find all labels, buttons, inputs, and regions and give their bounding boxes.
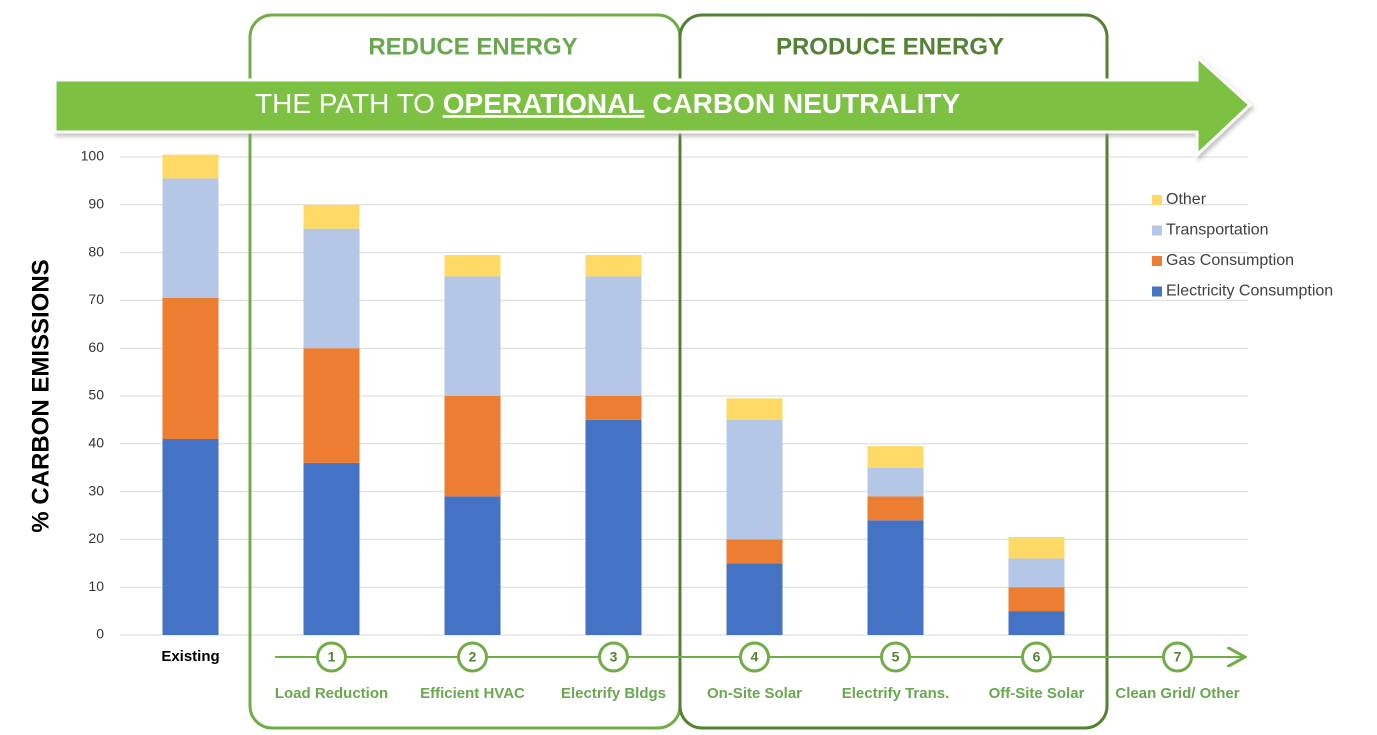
step-circle bbox=[739, 641, 770, 673]
step-number: 2 bbox=[469, 649, 477, 665]
produce-header: PRODUCE ENERGY bbox=[776, 33, 1004, 60]
y-tick-label: 70 bbox=[88, 291, 104, 307]
x-tick-label: Off-Site Solar bbox=[989, 685, 1085, 702]
y-tick-label: 50 bbox=[88, 387, 104, 403]
bar-segment bbox=[585, 396, 642, 420]
legend-swatch bbox=[1152, 286, 1162, 297]
banner-suffix: CARBON NEUTRALITY bbox=[652, 88, 960, 119]
y-tick-label: 20 bbox=[88, 530, 104, 546]
banner-arrow bbox=[53, 53, 1253, 159]
y-tick-label: 60 bbox=[88, 339, 104, 355]
legend-label: Gas Consumption bbox=[1166, 252, 1294, 269]
bar-segment bbox=[726, 419, 783, 540]
step-number: 7 bbox=[1174, 649, 1182, 665]
legend-label: Transportation bbox=[1166, 222, 1269, 239]
x-tick-label: Electrify Trans. bbox=[842, 685, 950, 702]
bar-segment bbox=[585, 276, 642, 396]
bar-segment bbox=[726, 539, 783, 564]
bar-segment bbox=[1008, 587, 1065, 612]
bar-segment bbox=[162, 154, 219, 179]
bar-segment bbox=[1008, 537, 1065, 559]
bar-segment bbox=[867, 520, 924, 635]
bar-segment bbox=[444, 254, 501, 277]
bar-segment bbox=[867, 467, 924, 497]
step-circle bbox=[1162, 641, 1193, 673]
y-tick-label: 40 bbox=[88, 435, 104, 451]
bar-segment bbox=[867, 496, 924, 521]
banner-text: THE PATH TO OPERATIONAL CARBON NEUTRALIT… bbox=[255, 88, 961, 119]
bar-segment bbox=[444, 396, 501, 497]
step-circle bbox=[880, 641, 911, 673]
bar-segment bbox=[585, 254, 642, 277]
bar-segment bbox=[303, 204, 360, 229]
y-tick-label: 80 bbox=[88, 243, 104, 259]
y-tick-label: 100 bbox=[81, 148, 105, 164]
x-tick-label: Efficient HVAC bbox=[420, 685, 525, 702]
x-tick-label: Load Reduction bbox=[275, 685, 388, 702]
x-tick-label: On-Site Solar bbox=[707, 685, 802, 702]
y-tick-label: 0 bbox=[96, 626, 104, 642]
bar-segment bbox=[444, 276, 501, 396]
banner-emphasis: OPERATIONAL bbox=[443, 88, 645, 119]
bar-segment bbox=[303, 348, 360, 463]
bar-segment bbox=[726, 398, 783, 420]
y-tick-label: 90 bbox=[88, 196, 104, 212]
x-tick-label: Clean Grid/ Other bbox=[1115, 685, 1239, 702]
bar-segment bbox=[867, 446, 924, 468]
x-tick-label: Existing bbox=[161, 648, 219, 665]
step-circle bbox=[598, 641, 629, 673]
step-circle bbox=[457, 641, 488, 673]
bar-segment bbox=[726, 563, 783, 635]
step-number: 5 bbox=[892, 649, 900, 665]
step-number: 1 bbox=[328, 649, 336, 665]
step-number: 6 bbox=[1033, 649, 1041, 665]
bar-segment bbox=[585, 419, 642, 635]
bar-segment bbox=[1008, 611, 1065, 635]
y-axis-label: % CARBON EMISSIONS bbox=[27, 259, 54, 532]
legend-label: Electricity Consumption bbox=[1166, 283, 1333, 300]
legend-label: Other bbox=[1166, 191, 1207, 208]
y-tick-label: 10 bbox=[88, 578, 104, 594]
bar-segment bbox=[444, 496, 501, 635]
bar-segment bbox=[162, 439, 219, 635]
x-tick-label: Electrify Bldgs bbox=[561, 685, 666, 702]
step-number: 4 bbox=[751, 649, 759, 665]
banner-prefix: THE PATH TO bbox=[255, 88, 435, 119]
bar-segment bbox=[162, 298, 219, 440]
reduce-header: REDUCE ENERGY bbox=[368, 33, 577, 60]
legend-swatch bbox=[1152, 256, 1162, 266]
bar-segment bbox=[303, 462, 360, 635]
legend-swatch bbox=[1152, 195, 1162, 205]
step-circle bbox=[316, 641, 347, 673]
produce-box bbox=[678, 13, 1109, 730]
bar-segment bbox=[303, 228, 360, 349]
y-tick-label: 30 bbox=[88, 482, 104, 498]
legend-swatch bbox=[1152, 225, 1162, 236]
bar-segment bbox=[1008, 558, 1065, 588]
bar-segment bbox=[162, 178, 219, 299]
step-number: 3 bbox=[610, 649, 618, 665]
step-circle bbox=[1021, 641, 1052, 673]
